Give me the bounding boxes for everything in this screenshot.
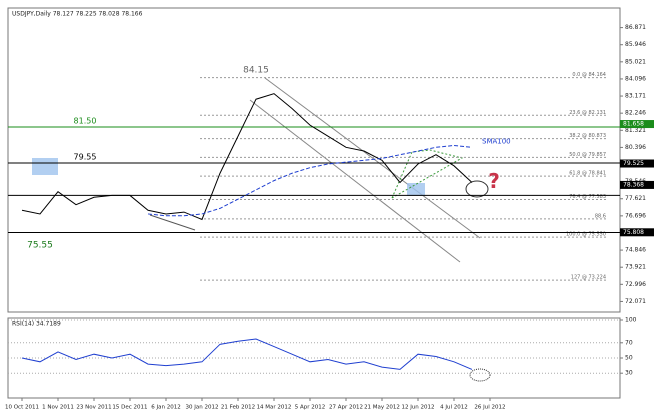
y-tick-label: 81.321	[625, 127, 646, 134]
x-tick-label: 12 Jun 2012	[401, 405, 434, 411]
price-marker	[620, 159, 654, 168]
y-tick-label: 83.171	[625, 93, 646, 100]
highlight-box	[32, 158, 58, 175]
x-tick-label: 21 May 2012	[364, 405, 400, 411]
series-line	[21, 93, 473, 221]
series-line	[147, 144, 473, 217]
trend-line	[149, 214, 196, 231]
fib-label: 76.4 @ 77.583	[569, 194, 606, 200]
x-tick-label: 21 Feb 2012	[221, 405, 255, 411]
x-tick-label: 4 Jul 2012	[440, 405, 468, 411]
main-frame	[7, 7, 621, 313]
price-marker-label: 75.808	[623, 229, 644, 236]
x-tick-label: 1 Nov 2011	[42, 405, 74, 411]
y-tick-label: 73.921	[625, 264, 646, 271]
rsi-title: RSI(14) 34.7189	[12, 321, 61, 328]
price-marker	[620, 180, 654, 189]
annotation: ?	[488, 169, 500, 193]
x-tick-label: 27 Apr 2012	[329, 405, 363, 411]
y-tick-label: 85.021	[625, 58, 646, 65]
y-tick-label: 74.846	[625, 247, 646, 254]
y-tick-label: 84.096	[625, 75, 646, 82]
fib-label: 127 @ 73.224	[571, 275, 606, 281]
y-tick-label: 72.996	[625, 281, 646, 288]
triangle-pattern	[391, 149, 464, 199]
price-marker-label: 81.658	[623, 121, 644, 128]
y-tick-label: 76.696	[625, 212, 646, 219]
price-marker	[620, 228, 654, 237]
fib-label: 50.0 @ 79.857	[569, 152, 606, 158]
x-tick-label: 23 Nov 2011	[76, 405, 111, 411]
fib-label: 23.6 @ 82.131	[569, 110, 606, 116]
fib-label: 100.0 @ 75.550	[566, 232, 606, 238]
price-marker-label: 79.525	[623, 160, 644, 167]
channel-line	[264, 77, 481, 239]
chart-title: USDJPY,Daily 78.127 78.225 78.028 78.166	[12, 11, 143, 18]
y-tick-label: 72.071	[625, 298, 646, 305]
y-tick-label: 70	[625, 339, 633, 346]
annotation: 75.55	[27, 241, 53, 251]
x-tick-label: 15 Dec 2011	[112, 405, 147, 411]
series-line	[21, 338, 473, 370]
y-tick-label: 80.396	[625, 144, 646, 151]
fib-label: 38.2 @ 80.873	[569, 133, 606, 139]
series-label: SMA100	[482, 137, 511, 145]
price-marker	[620, 120, 654, 129]
y-tick-label: 82.246	[625, 110, 646, 117]
level-label: 79.55	[74, 153, 97, 162]
x-tick-label: 14 Mar 2012	[257, 405, 292, 411]
y-tick-label: 50	[625, 355, 633, 362]
x-tick-label: 6 Jan 2012	[151, 405, 180, 411]
y-tick-label: 30	[625, 370, 633, 377]
y-tick-label: 85.946	[625, 41, 646, 48]
y-tick-label: 77.621	[625, 195, 646, 202]
fib-label: 88.6	[595, 213, 606, 219]
highlight-circle	[465, 180, 489, 198]
y-tick-label: 100	[625, 317, 637, 324]
x-tick-label: 30 Jan 2012	[186, 405, 219, 411]
channel-line	[249, 99, 461, 263]
highlight-circle	[469, 368, 491, 382]
price-marker-label: 78.368	[623, 181, 644, 188]
level-label: 81.50	[74, 116, 97, 125]
x-tick-label: 26 Jul 2012	[474, 405, 505, 411]
x-tick-label: 5 Apr 2012	[295, 405, 326, 411]
annotation: 84.15	[243, 65, 269, 75]
fib-label: 0.0 @ 84.164	[572, 72, 606, 78]
highlight-box	[407, 183, 425, 196]
x-tick-label: 10 Oct 2011	[5, 405, 39, 411]
y-tick-label: 86.871	[625, 24, 646, 31]
fib-label: 61.8 @ 78.841	[569, 171, 606, 177]
